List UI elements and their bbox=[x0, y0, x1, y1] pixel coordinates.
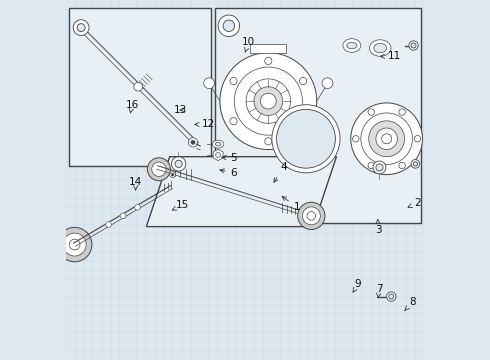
Circle shape bbox=[170, 172, 175, 177]
Circle shape bbox=[272, 105, 340, 173]
Text: 15: 15 bbox=[172, 200, 190, 210]
Circle shape bbox=[411, 159, 419, 168]
Ellipse shape bbox=[347, 42, 357, 49]
Circle shape bbox=[298, 202, 325, 229]
Ellipse shape bbox=[343, 39, 361, 52]
Text: 14: 14 bbox=[129, 177, 142, 190]
Text: 1: 1 bbox=[282, 197, 300, 212]
Circle shape bbox=[276, 109, 335, 168]
Text: 7: 7 bbox=[376, 284, 383, 298]
Circle shape bbox=[220, 53, 317, 149]
Circle shape bbox=[368, 162, 374, 169]
Circle shape bbox=[414, 135, 421, 142]
Circle shape bbox=[299, 77, 307, 85]
Circle shape bbox=[399, 162, 405, 169]
FancyBboxPatch shape bbox=[69, 8, 211, 166]
Circle shape bbox=[413, 162, 417, 166]
Circle shape bbox=[73, 20, 89, 36]
Circle shape bbox=[411, 43, 416, 48]
Circle shape bbox=[368, 121, 405, 157]
Circle shape bbox=[134, 82, 143, 91]
Text: 5: 5 bbox=[222, 153, 237, 163]
Text: 6: 6 bbox=[220, 168, 237, 178]
Circle shape bbox=[265, 138, 272, 145]
Ellipse shape bbox=[374, 43, 387, 53]
Circle shape bbox=[77, 24, 85, 32]
Circle shape bbox=[376, 128, 397, 149]
Text: 9: 9 bbox=[353, 279, 361, 292]
Ellipse shape bbox=[215, 142, 221, 146]
Circle shape bbox=[135, 204, 141, 210]
FancyBboxPatch shape bbox=[250, 44, 286, 53]
Text: 11: 11 bbox=[380, 51, 401, 61]
Circle shape bbox=[382, 134, 392, 144]
Circle shape bbox=[387, 292, 396, 301]
Circle shape bbox=[399, 109, 405, 115]
Circle shape bbox=[172, 157, 186, 171]
Text: 2: 2 bbox=[408, 198, 421, 208]
Circle shape bbox=[171, 173, 174, 176]
Circle shape bbox=[234, 67, 302, 135]
Text: 8: 8 bbox=[405, 297, 416, 311]
Circle shape bbox=[322, 78, 333, 89]
Circle shape bbox=[69, 239, 80, 250]
Circle shape bbox=[368, 109, 374, 115]
Circle shape bbox=[299, 118, 307, 125]
Circle shape bbox=[175, 160, 182, 167]
Circle shape bbox=[307, 212, 316, 220]
Circle shape bbox=[353, 135, 359, 142]
Circle shape bbox=[260, 93, 276, 109]
Circle shape bbox=[361, 113, 413, 165]
Circle shape bbox=[106, 222, 111, 227]
Circle shape bbox=[152, 162, 166, 176]
Circle shape bbox=[191, 140, 195, 144]
Circle shape bbox=[302, 207, 320, 225]
Circle shape bbox=[376, 164, 383, 171]
Circle shape bbox=[57, 227, 92, 262]
Text: 16: 16 bbox=[125, 100, 139, 113]
Circle shape bbox=[246, 79, 291, 123]
Circle shape bbox=[218, 15, 240, 37]
Circle shape bbox=[265, 57, 272, 64]
Circle shape bbox=[216, 152, 220, 157]
Circle shape bbox=[373, 161, 386, 174]
Text: 4: 4 bbox=[274, 162, 287, 182]
Ellipse shape bbox=[212, 140, 224, 148]
Ellipse shape bbox=[369, 40, 391, 56]
Circle shape bbox=[147, 158, 171, 181]
Polygon shape bbox=[147, 157, 337, 226]
Circle shape bbox=[63, 233, 86, 256]
Circle shape bbox=[230, 77, 237, 85]
Circle shape bbox=[230, 118, 237, 125]
Text: 13: 13 bbox=[174, 105, 187, 115]
FancyBboxPatch shape bbox=[215, 8, 421, 223]
Text: 12: 12 bbox=[195, 120, 215, 129]
Circle shape bbox=[409, 41, 418, 50]
Circle shape bbox=[389, 294, 394, 299]
Text: 3: 3 bbox=[375, 219, 381, 235]
Circle shape bbox=[254, 87, 283, 116]
Circle shape bbox=[204, 78, 215, 89]
Text: 10: 10 bbox=[242, 37, 255, 53]
Circle shape bbox=[351, 103, 422, 175]
Polygon shape bbox=[213, 149, 223, 161]
Circle shape bbox=[120, 213, 126, 219]
Circle shape bbox=[188, 138, 197, 147]
Circle shape bbox=[223, 20, 235, 32]
